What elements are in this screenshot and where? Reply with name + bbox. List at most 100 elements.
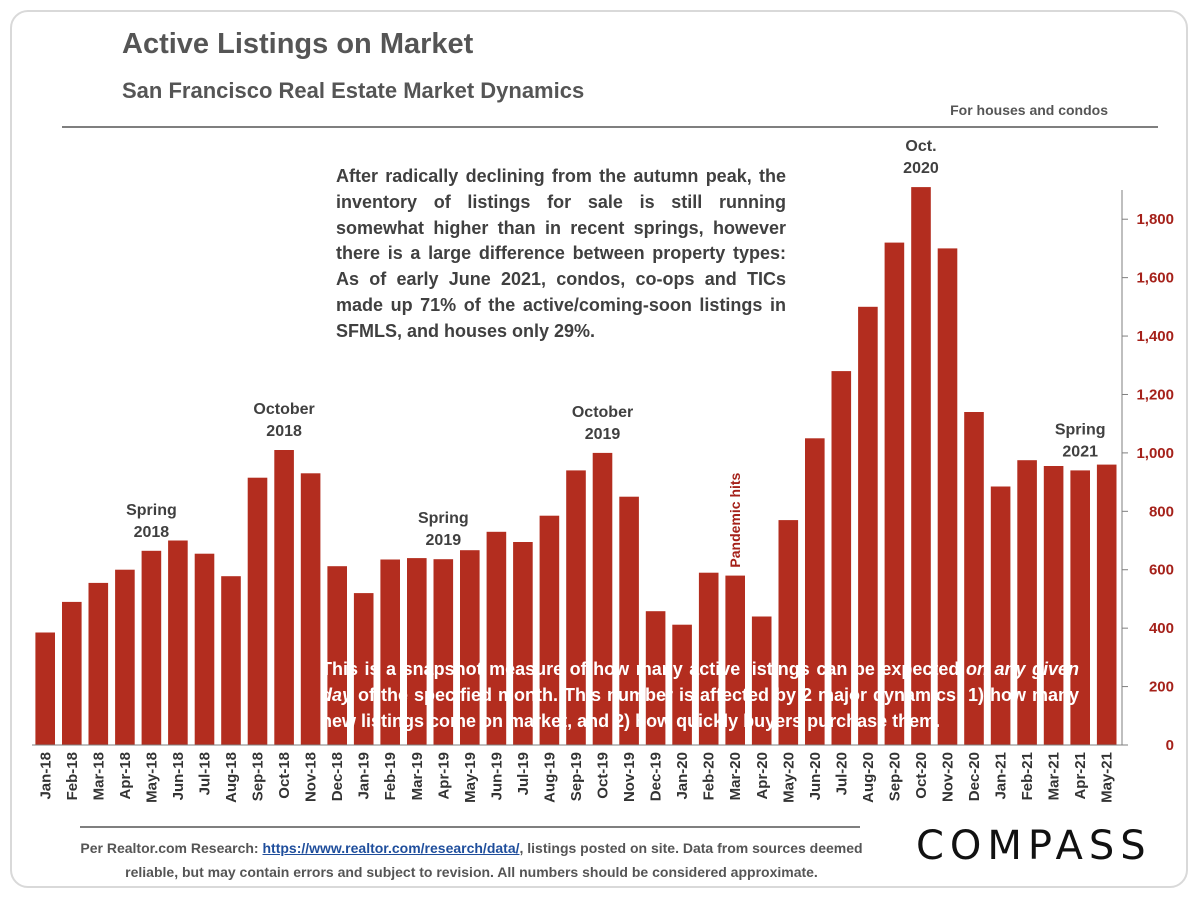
x-ticks-group: Jan-18 Feb-18 Mar-18 Apr-18 May-18 Jun-18 Jul-… xyxy=(37,752,1115,803)
x-tick-label: May-19 xyxy=(462,752,479,803)
compass-logo: COMPASS xyxy=(916,823,1152,869)
annotation-apr-21: Spring xyxy=(1055,421,1106,438)
bar-jun-19 xyxy=(486,531,507,745)
x-tick-label: Nov-20 xyxy=(940,752,957,802)
annotation-pandemic: Pandemic hits xyxy=(727,472,743,567)
bar-apr-19 xyxy=(433,559,454,745)
y-ticks-group: 0 200 400 600 800 1,000 1,200 1,400 1,600 1,800 xyxy=(1122,211,1174,754)
chart-title: Active Listings on Market xyxy=(122,28,474,60)
x-tick-label: May-18 xyxy=(143,752,160,803)
bar-may-18 xyxy=(141,550,162,746)
x-tick-label: Nov-19 xyxy=(621,752,638,802)
bar-feb-21 xyxy=(1017,460,1037,745)
x-tick-label: Apr-19 xyxy=(435,752,452,800)
bar-may-19 xyxy=(460,550,480,745)
x-tick-label: Feb-20 xyxy=(701,752,718,800)
x-tick-label: Jul-19 xyxy=(515,752,532,795)
x-tick-label: Jan-18 xyxy=(37,752,54,800)
bar-jan-19 xyxy=(353,593,374,745)
bar-jul-19 xyxy=(513,542,533,745)
annotation-may-18: Spring xyxy=(126,502,177,519)
y-tick-label: 800 xyxy=(1149,503,1174,520)
bar-jan-21 xyxy=(990,486,1011,745)
bar-feb-18 xyxy=(62,601,82,745)
bar-nov-20 xyxy=(937,248,958,745)
x-tick-label: May-21 xyxy=(1099,752,1116,803)
x-tick-label: Aug-19 xyxy=(541,752,558,803)
y-tick-label: 1,400 xyxy=(1136,328,1174,345)
bar-jan-18 xyxy=(35,632,55,745)
x-tick-label: Oct-20 xyxy=(913,752,930,799)
bar-sep-18 xyxy=(247,477,268,745)
footnote-suffix: , listings posted on site. Data from sou… xyxy=(125,840,863,880)
footer-divider xyxy=(80,826,860,828)
x-tick-label: Mar-18 xyxy=(90,752,107,800)
bar-feb-20 xyxy=(698,572,719,745)
bar-dec-19 xyxy=(645,611,666,745)
y-tick-label: 0 xyxy=(1166,737,1174,754)
x-tick-label: Mar-21 xyxy=(1046,752,1063,800)
snapshot-callout: This is a snapshot measure of how many a… xyxy=(321,656,1079,734)
annotation-apr-21: 2021 xyxy=(1062,443,1098,460)
x-tick-label: Mar-19 xyxy=(409,752,426,800)
y-tick-label: 600 xyxy=(1149,562,1174,579)
bar-jun-20 xyxy=(805,438,825,745)
bar-oct-20 xyxy=(911,187,931,746)
x-tick-label: Jun-20 xyxy=(807,752,824,800)
bar-apr-20 xyxy=(751,616,772,745)
bar-nov-18 xyxy=(300,473,321,745)
x-tick-label: Dec-19 xyxy=(648,752,665,801)
x-tick-label: Feb-21 xyxy=(1019,752,1036,800)
annotation-oct-19: October xyxy=(572,404,633,421)
x-tick-label: Jan-19 xyxy=(356,752,373,800)
callout-part2: of the specified month. This number is a… xyxy=(321,685,1079,731)
x-tick-label: Sep-19 xyxy=(568,752,585,801)
bar-jul-18 xyxy=(194,553,215,745)
source-link[interactable]: https://www.realtor.com/research/data/ xyxy=(262,840,520,856)
annotation-may-18: 2018 xyxy=(134,524,170,541)
footnote-prefix: Per Realtor.com Research: xyxy=(80,840,263,856)
annotation-oct-19: 2019 xyxy=(585,426,621,443)
bar-mar-18 xyxy=(88,582,109,745)
x-tick-label: Nov-18 xyxy=(303,752,320,802)
bar-sep-20 xyxy=(884,242,905,745)
x-tick-label: Oct-19 xyxy=(595,752,612,799)
x-tick-label: Apr-18 xyxy=(117,752,134,800)
x-tick-label: Feb-18 xyxy=(64,752,81,800)
callout-emphasis: on any given day xyxy=(321,659,1079,705)
annotation-oct-18: 2018 xyxy=(266,423,302,440)
bar-mar-19 xyxy=(407,558,427,745)
x-tick-label: May-20 xyxy=(780,752,797,803)
y-tick-label: 1,200 xyxy=(1136,386,1174,403)
x-tick-label: Jun-19 xyxy=(488,752,505,800)
x-tick-label: Dec-18 xyxy=(329,752,346,801)
callout-part1: This is a snapshot measure of how many a… xyxy=(321,659,966,679)
annotation-oct-20: Oct. xyxy=(905,138,936,155)
bar-oct-18 xyxy=(274,450,294,745)
x-tick-label: Mar-20 xyxy=(727,752,744,800)
annotations-group: Spring 2018 October 2018 Spring 2019 October 20… xyxy=(126,138,1105,567)
bar-nov-19 xyxy=(619,496,639,745)
x-tick-label: Jul-18 xyxy=(196,752,213,795)
bar-apr-21 xyxy=(1070,470,1090,745)
y-tick-label: 1,800 xyxy=(1136,211,1174,228)
bar-apr-18 xyxy=(115,569,135,745)
bars-group xyxy=(35,187,1117,746)
bar-mar-20 xyxy=(725,575,745,745)
x-tick-label: Apr-20 xyxy=(754,752,771,800)
x-tick-label: Oct-18 xyxy=(276,752,293,799)
x-tick-label: Jul-20 xyxy=(833,752,850,795)
scope-note: For houses and condos xyxy=(950,102,1108,118)
x-tick-label: Jun-18 xyxy=(170,752,187,800)
bar-dec-20 xyxy=(964,412,984,745)
bar-mar-21 xyxy=(1043,466,1064,745)
bar-may-20 xyxy=(778,520,799,745)
annotation-oct-20: 2020 xyxy=(903,160,939,177)
commentary-text: After radically declining from the autum… xyxy=(336,166,786,341)
bar-feb-19 xyxy=(380,559,400,745)
x-tick-label: Jan-20 xyxy=(674,752,691,800)
x-tick-label: Apr-21 xyxy=(1072,752,1089,800)
header-divider xyxy=(62,126,1158,128)
bar-jul-20 xyxy=(831,371,852,745)
